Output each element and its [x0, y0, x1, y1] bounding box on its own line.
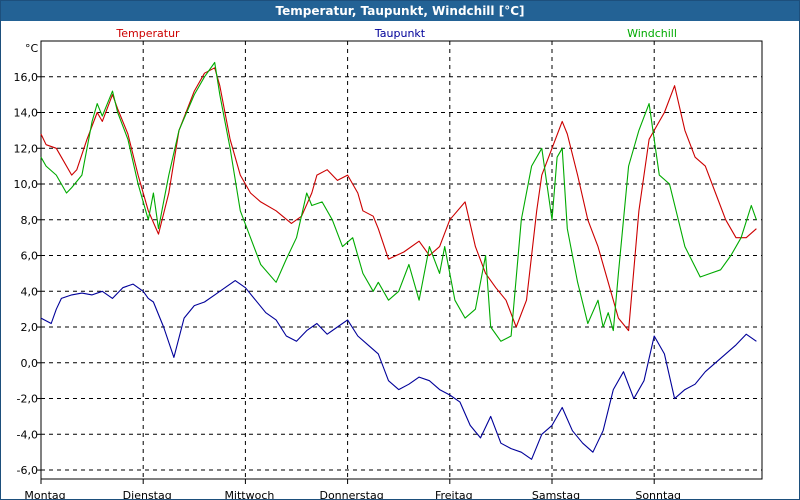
y-tick-label: -2,0	[17, 393, 38, 406]
y-axis-unit-label: °C	[25, 42, 39, 55]
x-tick-weekday: Donnerstag	[319, 489, 383, 499]
y-tick-label: 16,0	[14, 71, 39, 84]
series-lines	[40, 61, 757, 460]
y-tick-label: 10,0	[14, 178, 39, 191]
y-axis-ticks: 16,0 14,0 12,0 10,0 8,0 6,0 4,0 2,0 0,0 -2,0 -4,0 -…	[14, 71, 41, 477]
line-chart: °C Temperatur Taupunkt Windchill 16,0 14,…	[14, 27, 763, 499]
y-tick-label: -4,0	[17, 428, 38, 441]
y-tick-label: 14,0	[14, 107, 39, 120]
y-tick-label: 8,0	[21, 214, 39, 227]
chart-title: Temperatur, Taupunkt, Windchill [°C]	[1, 1, 799, 21]
y-tick-label: 0,0	[21, 357, 39, 370]
y-tick-label: 6,0	[21, 250, 39, 263]
x-tick-weekday: Mittwoch	[224, 489, 274, 499]
x-tick-weekday: Montag	[24, 489, 65, 499]
x-tick-weekday: Samstag	[532, 489, 580, 499]
legend-temperatur: Temperatur	[115, 27, 180, 40]
legend-taupunkt: Taupunkt	[374, 27, 426, 40]
x-tick-weekday: Dienstag	[123, 489, 172, 499]
y-tick-label: 12,0	[14, 142, 39, 155]
x-axis-ticks: Montag20.05.13Dienstag21.05.13Mittwoch22…	[24, 479, 681, 499]
y-tick-label: -6,0	[17, 464, 38, 477]
x-tick-weekday: Sonntag	[635, 489, 681, 499]
series-line-temperatur	[40, 67, 757, 332]
grid	[41, 41, 762, 479]
x-tick-weekday: Freitag	[435, 489, 473, 499]
legend-windchill: Windchill	[627, 27, 677, 40]
series-line-windchill	[40, 61, 757, 342]
y-tick-label: 4,0	[21, 285, 39, 298]
y-tick-label: 2,0	[21, 321, 39, 334]
series-line-taupunkt	[40, 280, 757, 460]
plot-area	[40, 40, 763, 480]
